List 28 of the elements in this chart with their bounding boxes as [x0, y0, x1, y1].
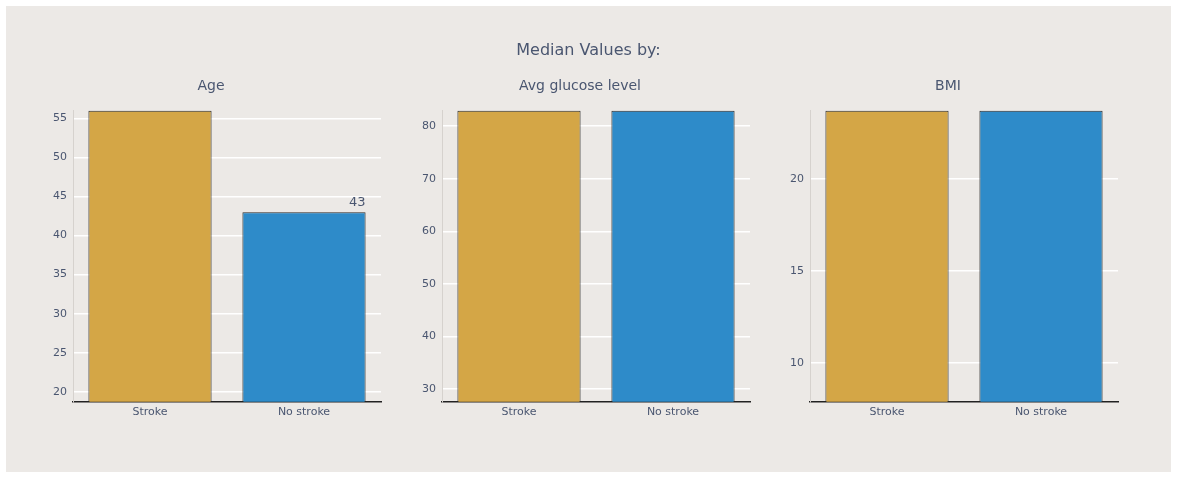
y-tick-label: 60 — [422, 224, 436, 238]
x-tick-label: No stroke — [1014, 405, 1068, 419]
x-tick-label: No stroke — [277, 405, 331, 419]
data-label: 43 — [349, 194, 366, 210]
y-tick-label: 55 — [53, 111, 67, 125]
y-tick-label: 30 — [53, 306, 67, 320]
x-tick-label: Stroke — [132, 405, 168, 419]
y-tick-label: 45 — [53, 189, 67, 203]
y-tick-label: 20 — [53, 384, 67, 398]
chart-title: Avg glucose level — [519, 77, 641, 94]
y-tick-label: 30 — [422, 382, 436, 396]
chart-title: BMI — [935, 77, 961, 94]
chart-title: Age — [197, 77, 225, 94]
y-tick-label: 50 — [53, 150, 67, 164]
y-tick-label: 25 — [53, 345, 67, 359]
x-tick-label: Stroke — [501, 405, 537, 419]
y-tick-label: 40 — [53, 228, 67, 242]
y-tick-label: 20 — [790, 171, 804, 185]
y-tick-label: 50 — [422, 276, 436, 290]
x-tick-label: Stroke — [869, 405, 905, 419]
y-tick-label: 80 — [422, 118, 436, 132]
x-tick-label: No stroke — [646, 405, 700, 419]
text: Median Values by: — [516, 40, 661, 59]
y-tick-label: 70 — [422, 171, 436, 185]
y-tick-label: 15 — [790, 263, 804, 277]
y-tick-label: 40 — [422, 329, 436, 343]
y-tick-label: 35 — [53, 267, 67, 281]
y-tick-label: 10 — [790, 355, 804, 369]
